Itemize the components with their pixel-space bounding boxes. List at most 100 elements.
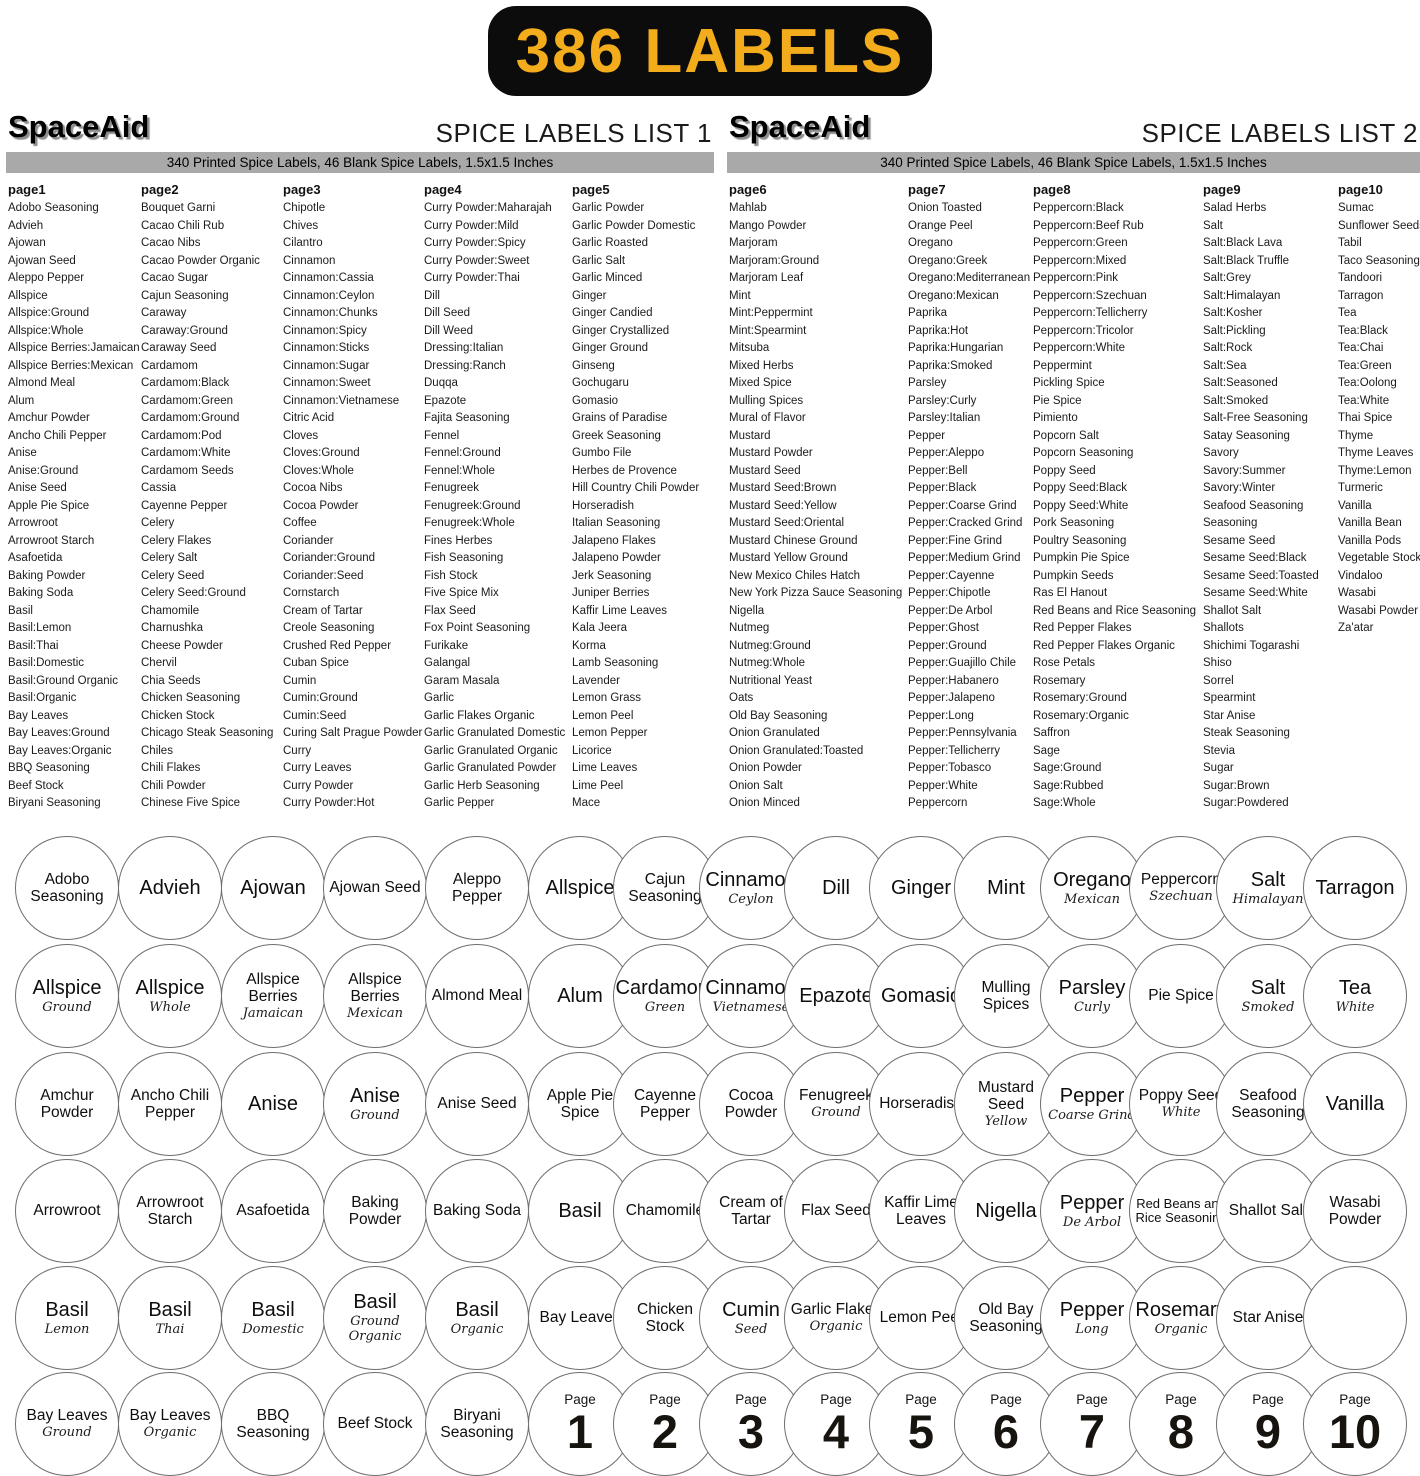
sticker-title: Ancho Chili Pepper bbox=[130, 1086, 210, 1121]
spice-list-item: Pepper:De Arbol bbox=[908, 604, 993, 617]
sticker-title: Chicken Stock bbox=[637, 1300, 693, 1335]
panel-header: SpaceAid SPICE LABELS LIST 1 bbox=[6, 105, 714, 152]
spice-list-item: Basil:Thai bbox=[8, 639, 59, 652]
sticker-title: Ajowan bbox=[240, 877, 306, 899]
spice-list-item: Red Beans and Rice Seasoning bbox=[1033, 604, 1197, 617]
spice-label-sticker: Advieh bbox=[118, 836, 222, 940]
page-column-header: page6 bbox=[729, 182, 767, 197]
spice-list-item: Chervil bbox=[141, 657, 177, 669]
sticker-subtitle: Ceylon bbox=[728, 891, 774, 907]
spice-label-sticker: Ajowan bbox=[221, 836, 325, 940]
page-word-label: Page bbox=[649, 1392, 681, 1408]
spice-list-item: Ginger Crystallized bbox=[572, 324, 670, 337]
spice-list-item: Cardamom bbox=[141, 359, 198, 372]
sticker-title: Basil bbox=[148, 1298, 192, 1321]
spice-list-item: Pepper:Tellicherry bbox=[908, 744, 1001, 757]
spice-list-item: Pie Spice bbox=[1033, 394, 1082, 407]
sticker-title: Garlic Flakes bbox=[790, 1301, 882, 1319]
spice-list-item: Peppercorn bbox=[908, 797, 968, 809]
spice-list-item: Garlic Minced bbox=[572, 272, 643, 284]
spice-list-item: Chia Seeds bbox=[141, 674, 201, 687]
sticker-title: Arrowroot Starch bbox=[136, 1193, 204, 1228]
sticker-subtitle: Jamaican bbox=[242, 1005, 304, 1021]
spice-list-item: Mustard Seed:Oriental bbox=[729, 517, 845, 529]
sticker-subtitle: Ground bbox=[42, 1425, 92, 1441]
spice-list-item: Oregano:Mexican bbox=[908, 289, 999, 302]
spice-list-item: Pepper bbox=[908, 429, 946, 442]
spice-list-item: Cumin:Ground bbox=[283, 692, 358, 704]
spice-list-item: Fox Point Seasoning bbox=[424, 622, 531, 634]
spice-list-item: Pepper:White bbox=[908, 779, 978, 792]
spice-list-item: Cinnamon:Vietnamese bbox=[283, 394, 400, 407]
spice-list-item: Dressing:Ranch bbox=[424, 359, 506, 372]
spice-list-item: Paprika bbox=[908, 307, 947, 319]
spice-list-item: Furikake bbox=[424, 639, 469, 652]
sticker-title: Parsley bbox=[1058, 976, 1126, 999]
spice-list-item: Pumpkin Pie Spice bbox=[1033, 552, 1130, 564]
spice-list-item: Chili Flakes bbox=[141, 762, 201, 774]
sticker-title: Cayenne Pepper bbox=[633, 1086, 697, 1121]
sticker-subtitle: Mexican bbox=[1064, 891, 1120, 907]
sticker-title: Vanilla bbox=[1325, 1093, 1385, 1115]
spice-list-item: Pepper:Tobasco bbox=[908, 762, 992, 774]
spice-list-item: Anise Seed bbox=[8, 482, 67, 494]
spice-list-panel-2: SpaceAid SPICE LABELS LIST 2 340 Printed S… bbox=[727, 105, 1420, 813]
spice-label-sticker: Poppy Seed White bbox=[1129, 1052, 1233, 1156]
sticker-title: Salt bbox=[1250, 868, 1286, 891]
sticker-title: Chamomile bbox=[625, 1202, 705, 1220]
spice-label-sticker: Basil Ground Organic bbox=[323, 1266, 427, 1370]
spice-list-item: Tea bbox=[1338, 307, 1357, 319]
spice-label-sticker: Basil Domestic bbox=[221, 1266, 325, 1370]
spice-label-sticker: Anise bbox=[221, 1052, 325, 1156]
spice-list-item: Chicago Steak Seasoning bbox=[141, 727, 274, 739]
page-number-sticker: Page 10 bbox=[1303, 1372, 1407, 1476]
sticker-title: Fenugreek bbox=[798, 1087, 874, 1105]
spice-list-item: Thai Spice bbox=[1338, 412, 1393, 424]
spice-list-item: Dressing:Italian bbox=[424, 342, 504, 354]
page-word-label: Page bbox=[1076, 1392, 1108, 1408]
sticker-title: BBQ Seasoning bbox=[236, 1406, 310, 1441]
spice-list-item: Cloves bbox=[283, 429, 319, 442]
spice-list-item: Parsley bbox=[908, 377, 947, 389]
sticker-subtitle: Organic bbox=[450, 1321, 504, 1337]
spice-list-item: Peppercorn:Tellicherry bbox=[1033, 307, 1148, 319]
sticker-subtitle: Vietnamese bbox=[712, 999, 790, 1015]
sticker-title: Lemon Peel bbox=[879, 1309, 963, 1327]
sticker-title: Allspice bbox=[32, 976, 102, 999]
spice-list-item: Salt:Smoked bbox=[1203, 394, 1269, 407]
spice-list-item: Chamomile bbox=[141, 604, 200, 617]
spice-list-item: Asafoetida bbox=[8, 552, 63, 564]
spice-list-item: Cajun Seasoning bbox=[141, 289, 229, 302]
spice-list-item: Sage:Rubbed bbox=[1033, 779, 1104, 792]
sticker-title: Aleppo Pepper bbox=[452, 870, 502, 905]
spice-list-item: Shiso bbox=[1203, 657, 1232, 669]
spice-list-item: Cacao Sugar bbox=[141, 272, 209, 284]
spice-list-item: Sugar bbox=[1203, 762, 1234, 774]
spice-list-item: Shallot Salt bbox=[1203, 604, 1262, 617]
spice-list-item: Salt:Seasoned bbox=[1203, 377, 1278, 389]
sticker-title: Salt bbox=[1250, 976, 1286, 999]
spice-label-sticker: Mustard Seed Yellow bbox=[954, 1052, 1058, 1156]
sticker-subtitle: Seed bbox=[734, 1321, 768, 1337]
sticker-title: Mulling Spices bbox=[981, 978, 1031, 1013]
sticker-title: Pepper bbox=[1059, 1298, 1125, 1321]
sticker-title: Biryani Seasoning bbox=[440, 1406, 514, 1441]
spice-list-item: Curing Salt Prague Powder bbox=[283, 727, 423, 739]
page-column-page6: page6 Mahlab Mango Powder Marjoram Marjoram:… bbox=[729, 181, 902, 813]
spice-list-item: Bay Leaves:Ground bbox=[8, 727, 110, 739]
spice-list-item: Jalapeno Powder bbox=[572, 552, 661, 564]
spice-list-item: Basil:Ground Organic bbox=[8, 674, 118, 687]
spice-list-item: Pepper:Pennsylvania bbox=[908, 727, 1017, 739]
spice-list-item: Oregano:Mediterranean bbox=[908, 272, 1031, 284]
spice-label-sticker: Basil Lemon bbox=[15, 1266, 119, 1370]
spice-list-item: Cacao Nibs bbox=[141, 237, 201, 249]
spice-list-item: Mint:Peppermint bbox=[729, 307, 813, 319]
spice-list-item: Peppercorn:White bbox=[1033, 342, 1126, 354]
spice-list-item: Biryani Seasoning bbox=[8, 797, 101, 809]
spice-list-item: Vegetable Stock bbox=[1338, 552, 1420, 564]
list-title: SPICE LABELS LIST 2 bbox=[1141, 118, 1418, 148]
sticker-subtitle: Coarse Grind bbox=[1048, 1107, 1136, 1123]
spice-list-item: Fennel:Ground bbox=[424, 447, 501, 459]
spice-label-sticker: Horseradish bbox=[869, 1052, 973, 1156]
spice-list-item: Salad Herbs bbox=[1203, 202, 1267, 214]
